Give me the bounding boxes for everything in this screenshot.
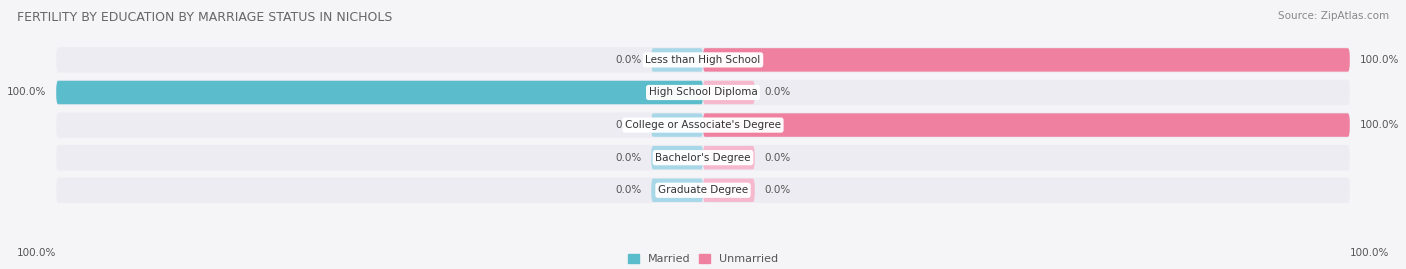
Text: Bachelor's Degree: Bachelor's Degree (655, 153, 751, 163)
FancyBboxPatch shape (703, 48, 1350, 72)
FancyBboxPatch shape (703, 179, 755, 202)
Text: 100.0%: 100.0% (17, 248, 56, 258)
Text: 100.0%: 100.0% (1360, 120, 1399, 130)
FancyBboxPatch shape (651, 179, 703, 202)
Text: 100.0%: 100.0% (1350, 248, 1389, 258)
FancyBboxPatch shape (703, 113, 1350, 137)
FancyBboxPatch shape (56, 145, 1350, 170)
FancyBboxPatch shape (703, 81, 755, 104)
Text: 0.0%: 0.0% (765, 185, 790, 195)
Text: Graduate Degree: Graduate Degree (658, 185, 748, 195)
Text: 100.0%: 100.0% (1360, 55, 1399, 65)
FancyBboxPatch shape (56, 112, 1350, 138)
Text: Source: ZipAtlas.com: Source: ZipAtlas.com (1278, 11, 1389, 21)
Text: 0.0%: 0.0% (616, 55, 641, 65)
Text: 100.0%: 100.0% (7, 87, 46, 97)
Text: High School Diploma: High School Diploma (648, 87, 758, 97)
Text: Less than High School: Less than High School (645, 55, 761, 65)
Text: 0.0%: 0.0% (616, 185, 641, 195)
FancyBboxPatch shape (703, 146, 755, 169)
FancyBboxPatch shape (56, 81, 703, 104)
Text: 0.0%: 0.0% (616, 120, 641, 130)
Text: 0.0%: 0.0% (765, 153, 790, 163)
Text: 0.0%: 0.0% (765, 87, 790, 97)
FancyBboxPatch shape (56, 80, 1350, 105)
Text: FERTILITY BY EDUCATION BY MARRIAGE STATUS IN NICHOLS: FERTILITY BY EDUCATION BY MARRIAGE STATU… (17, 11, 392, 24)
Text: 0.0%: 0.0% (616, 153, 641, 163)
FancyBboxPatch shape (56, 178, 1350, 203)
FancyBboxPatch shape (651, 113, 703, 137)
FancyBboxPatch shape (56, 47, 1350, 73)
Text: College or Associate's Degree: College or Associate's Degree (626, 120, 780, 130)
Legend: Married, Unmarried: Married, Unmarried (623, 249, 783, 269)
FancyBboxPatch shape (651, 48, 703, 72)
FancyBboxPatch shape (651, 146, 703, 169)
